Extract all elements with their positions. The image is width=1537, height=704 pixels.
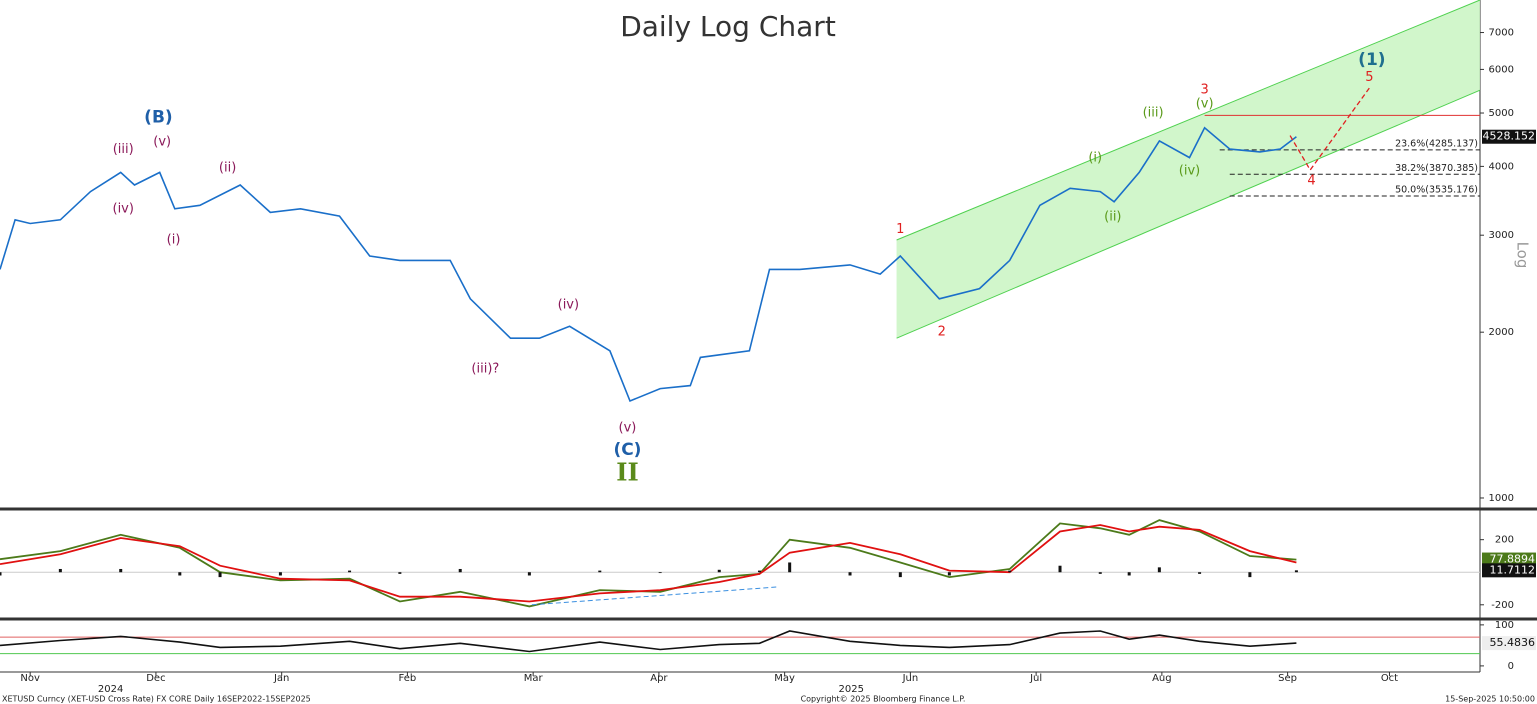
x-tick-label: Sep bbox=[1278, 673, 1297, 684]
wave-label: (iv) bbox=[558, 298, 579, 313]
value-box bbox=[1482, 636, 1536, 651]
histogram-bar bbox=[1248, 572, 1252, 578]
histogram-bar bbox=[788, 562, 792, 573]
value-label: 55.4836 bbox=[1490, 636, 1536, 649]
histogram-bar bbox=[119, 568, 123, 573]
x-tick-label: Nov bbox=[20, 673, 40, 684]
histogram-bar bbox=[757, 570, 761, 573]
fib-label: 23.6%(4285.137) bbox=[1395, 138, 1478, 149]
wave-label: (iii) bbox=[113, 142, 134, 157]
channel-fill bbox=[896, 0, 1480, 339]
x-tick-label: Jun bbox=[902, 673, 919, 684]
wave-label: (iv) bbox=[1179, 163, 1200, 178]
y-tick-label: -200 bbox=[1491, 600, 1514, 611]
wave-label: (ii) bbox=[219, 161, 236, 176]
x-tick-label: May bbox=[774, 673, 795, 684]
y-tick-label: 4000 bbox=[1489, 161, 1514, 172]
histogram-bar bbox=[458, 568, 462, 573]
x-tick-label: Mar bbox=[524, 673, 544, 684]
fib-label: 50.0%(3535.176) bbox=[1395, 184, 1478, 195]
footer-right: 15-Sep-2025 10:50:00 bbox=[1445, 695, 1535, 704]
y-axis-label: Log bbox=[1514, 242, 1532, 269]
indicator-line bbox=[0, 524, 1297, 603]
histogram-bar bbox=[178, 572, 182, 576]
y-tick-label: 7000 bbox=[1489, 28, 1514, 39]
histogram-bar bbox=[898, 572, 902, 578]
histogram-bar bbox=[598, 570, 602, 573]
price-line bbox=[0, 126, 1297, 403]
wave-label: (iii) bbox=[1143, 106, 1164, 121]
wave-label: 4 bbox=[1307, 174, 1315, 189]
histogram-bar bbox=[1127, 572, 1131, 576]
value-box bbox=[1482, 563, 1536, 578]
wave-label: (1) bbox=[1358, 50, 1385, 70]
x-tick-label: Dec bbox=[146, 673, 165, 684]
wave-label: 1 bbox=[896, 222, 904, 237]
histogram-bar bbox=[58, 568, 62, 573]
y-tick-label: 5000 bbox=[1489, 108, 1514, 119]
y-tick-label: 3000 bbox=[1489, 230, 1514, 241]
histogram-bar bbox=[398, 572, 402, 574]
rsi-line bbox=[0, 630, 1297, 653]
histogram-bar bbox=[947, 572, 951, 576]
histogram-bar bbox=[658, 572, 662, 574]
wave-label: (v) bbox=[153, 134, 171, 149]
histogram-bar bbox=[1157, 567, 1161, 573]
indicator-line bbox=[0, 519, 1297, 608]
histogram-bar bbox=[1198, 572, 1202, 574]
wave-label: (iv) bbox=[113, 201, 134, 216]
wave-label: 3 bbox=[1200, 83, 1208, 98]
value-box bbox=[1482, 129, 1536, 144]
histogram-bar bbox=[717, 569, 721, 573]
x-tick-label: Jul bbox=[1029, 673, 1042, 684]
y-tick-label: 2000 bbox=[1489, 327, 1514, 338]
fib-label: 38.2%(3870.385) bbox=[1395, 163, 1478, 174]
histogram-bar bbox=[1008, 570, 1012, 573]
wave-label: 5 bbox=[1365, 70, 1373, 85]
wave-label: (C) bbox=[613, 440, 641, 460]
wave-label: (v) bbox=[1196, 97, 1214, 112]
wave-label: (i) bbox=[1088, 151, 1102, 166]
value-label: 77.8894 bbox=[1490, 553, 1536, 566]
trend-line bbox=[531, 586, 779, 606]
histogram-bar bbox=[1294, 570, 1298, 573]
wave-label: (v) bbox=[619, 420, 637, 435]
y-tick-label: 200 bbox=[1495, 535, 1514, 546]
channel-line bbox=[896, 0, 1481, 241]
wave-label: (iii)? bbox=[471, 361, 499, 376]
y-tick-label: 0 bbox=[1508, 661, 1514, 672]
footer-center: Copyright© 2025 Bloomberg Finance L.P. bbox=[801, 695, 966, 704]
wave-label: II bbox=[616, 458, 638, 487]
x-tick-label: Oct bbox=[1381, 673, 1398, 684]
histogram-bar bbox=[527, 572, 531, 576]
histogram-bar bbox=[218, 572, 222, 578]
y-tick-label: 100 bbox=[1495, 620, 1514, 631]
histogram-bar bbox=[1098, 572, 1102, 574]
wave-label: 2 bbox=[938, 325, 946, 340]
wave-label: (ii) bbox=[1104, 209, 1121, 224]
footer-left: XETUSD Curncy (XET-USD Cross Rate) FX CO… bbox=[2, 695, 311, 704]
histogram-bar bbox=[0, 572, 2, 576]
value-label: 4528.152 bbox=[1483, 130, 1536, 143]
x-tick-label: Jan bbox=[273, 673, 289, 684]
histogram-bar bbox=[348, 570, 352, 573]
x-tick-label: Feb bbox=[399, 673, 417, 684]
histogram-bar bbox=[278, 572, 282, 576]
channel-line bbox=[896, 89, 1481, 339]
chart-title: Daily Log Chart bbox=[620, 10, 836, 43]
wave-label: (B) bbox=[144, 107, 173, 127]
y-tick-label: 6000 bbox=[1489, 64, 1514, 75]
projection-line bbox=[1289, 87, 1370, 172]
x-tick-label: Aug bbox=[1152, 673, 1172, 684]
value-label: 11.7112 bbox=[1490, 563, 1536, 576]
histogram-bar bbox=[848, 572, 852, 576]
y-tick-label: 1000 bbox=[1489, 493, 1514, 504]
year-label: 2025 bbox=[839, 684, 864, 695]
histogram-bar bbox=[1058, 565, 1062, 573]
wave-label: (i) bbox=[167, 233, 181, 248]
x-tick-label: Apr bbox=[650, 673, 668, 684]
year-label: 2024 bbox=[98, 684, 123, 695]
value-box bbox=[1482, 552, 1536, 567]
